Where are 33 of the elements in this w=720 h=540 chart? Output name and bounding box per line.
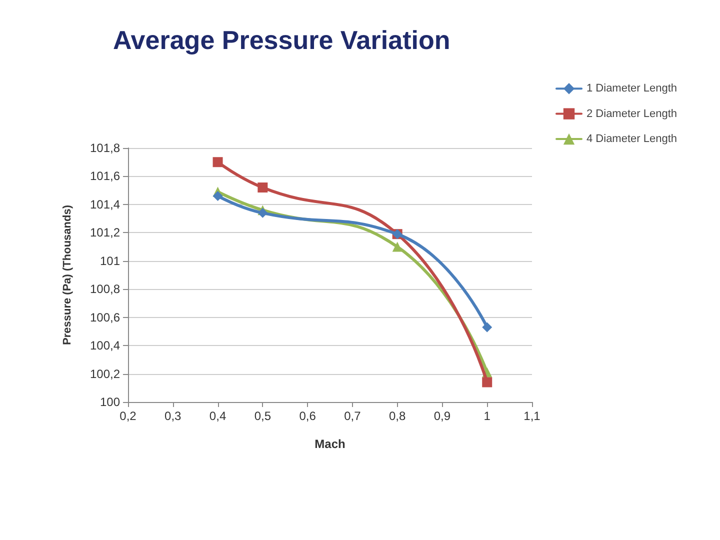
chart-title: Average Pressure Variation — [113, 25, 450, 55]
y-tick-label: 100,8 — [90, 282, 120, 296]
x-tick-label: 0,3 — [164, 409, 182, 423]
y-tick-label: 101,4 — [90, 197, 120, 212]
x-tick-label: 0,6 — [299, 409, 316, 423]
y-tick-label: 100,6 — [90, 310, 120, 324]
legend-label: 1 Diameter Length — [586, 82, 677, 95]
legend-label: 2 Diameter Length — [586, 108, 677, 120]
x-tick-label: 0,4 — [209, 409, 226, 423]
x-axis-title: Mach — [314, 437, 346, 451]
x-tick-label: 1,1 — [524, 409, 541, 423]
y-tick-label: 101,6 — [90, 169, 120, 184]
y-tick-label: 100,4 — [90, 338, 120, 353]
y-axis-title: Pressure (Pa) (Thousands) — [62, 204, 74, 345]
x-tick-label: 0,9 — [434, 409, 451, 423]
y-tick-label: 100 — [100, 395, 120, 409]
x-tick-label: 0,5 — [254, 409, 272, 423]
x-tick-label: 0,2 — [120, 409, 137, 423]
point — [258, 208, 268, 218]
legend-label: 4 Diameter Length — [586, 133, 677, 145]
point — [392, 242, 402, 252]
point — [482, 322, 492, 332]
y-tick-label: 101 — [100, 254, 120, 268]
x-tick-label: 0,8 — [388, 409, 406, 423]
x-tick-label: 0,7 — [344, 409, 362, 423]
point — [212, 157, 223, 168]
point — [482, 377, 492, 388]
y-tick-label: 101,2 — [90, 226, 120, 240]
x-tick-label: 1 — [484, 409, 491, 423]
point — [258, 182, 268, 193]
point — [212, 190, 223, 201]
y-tick-label: 100,2 — [90, 366, 120, 381]
y-tick-label: 101,8 — [90, 141, 120, 155]
